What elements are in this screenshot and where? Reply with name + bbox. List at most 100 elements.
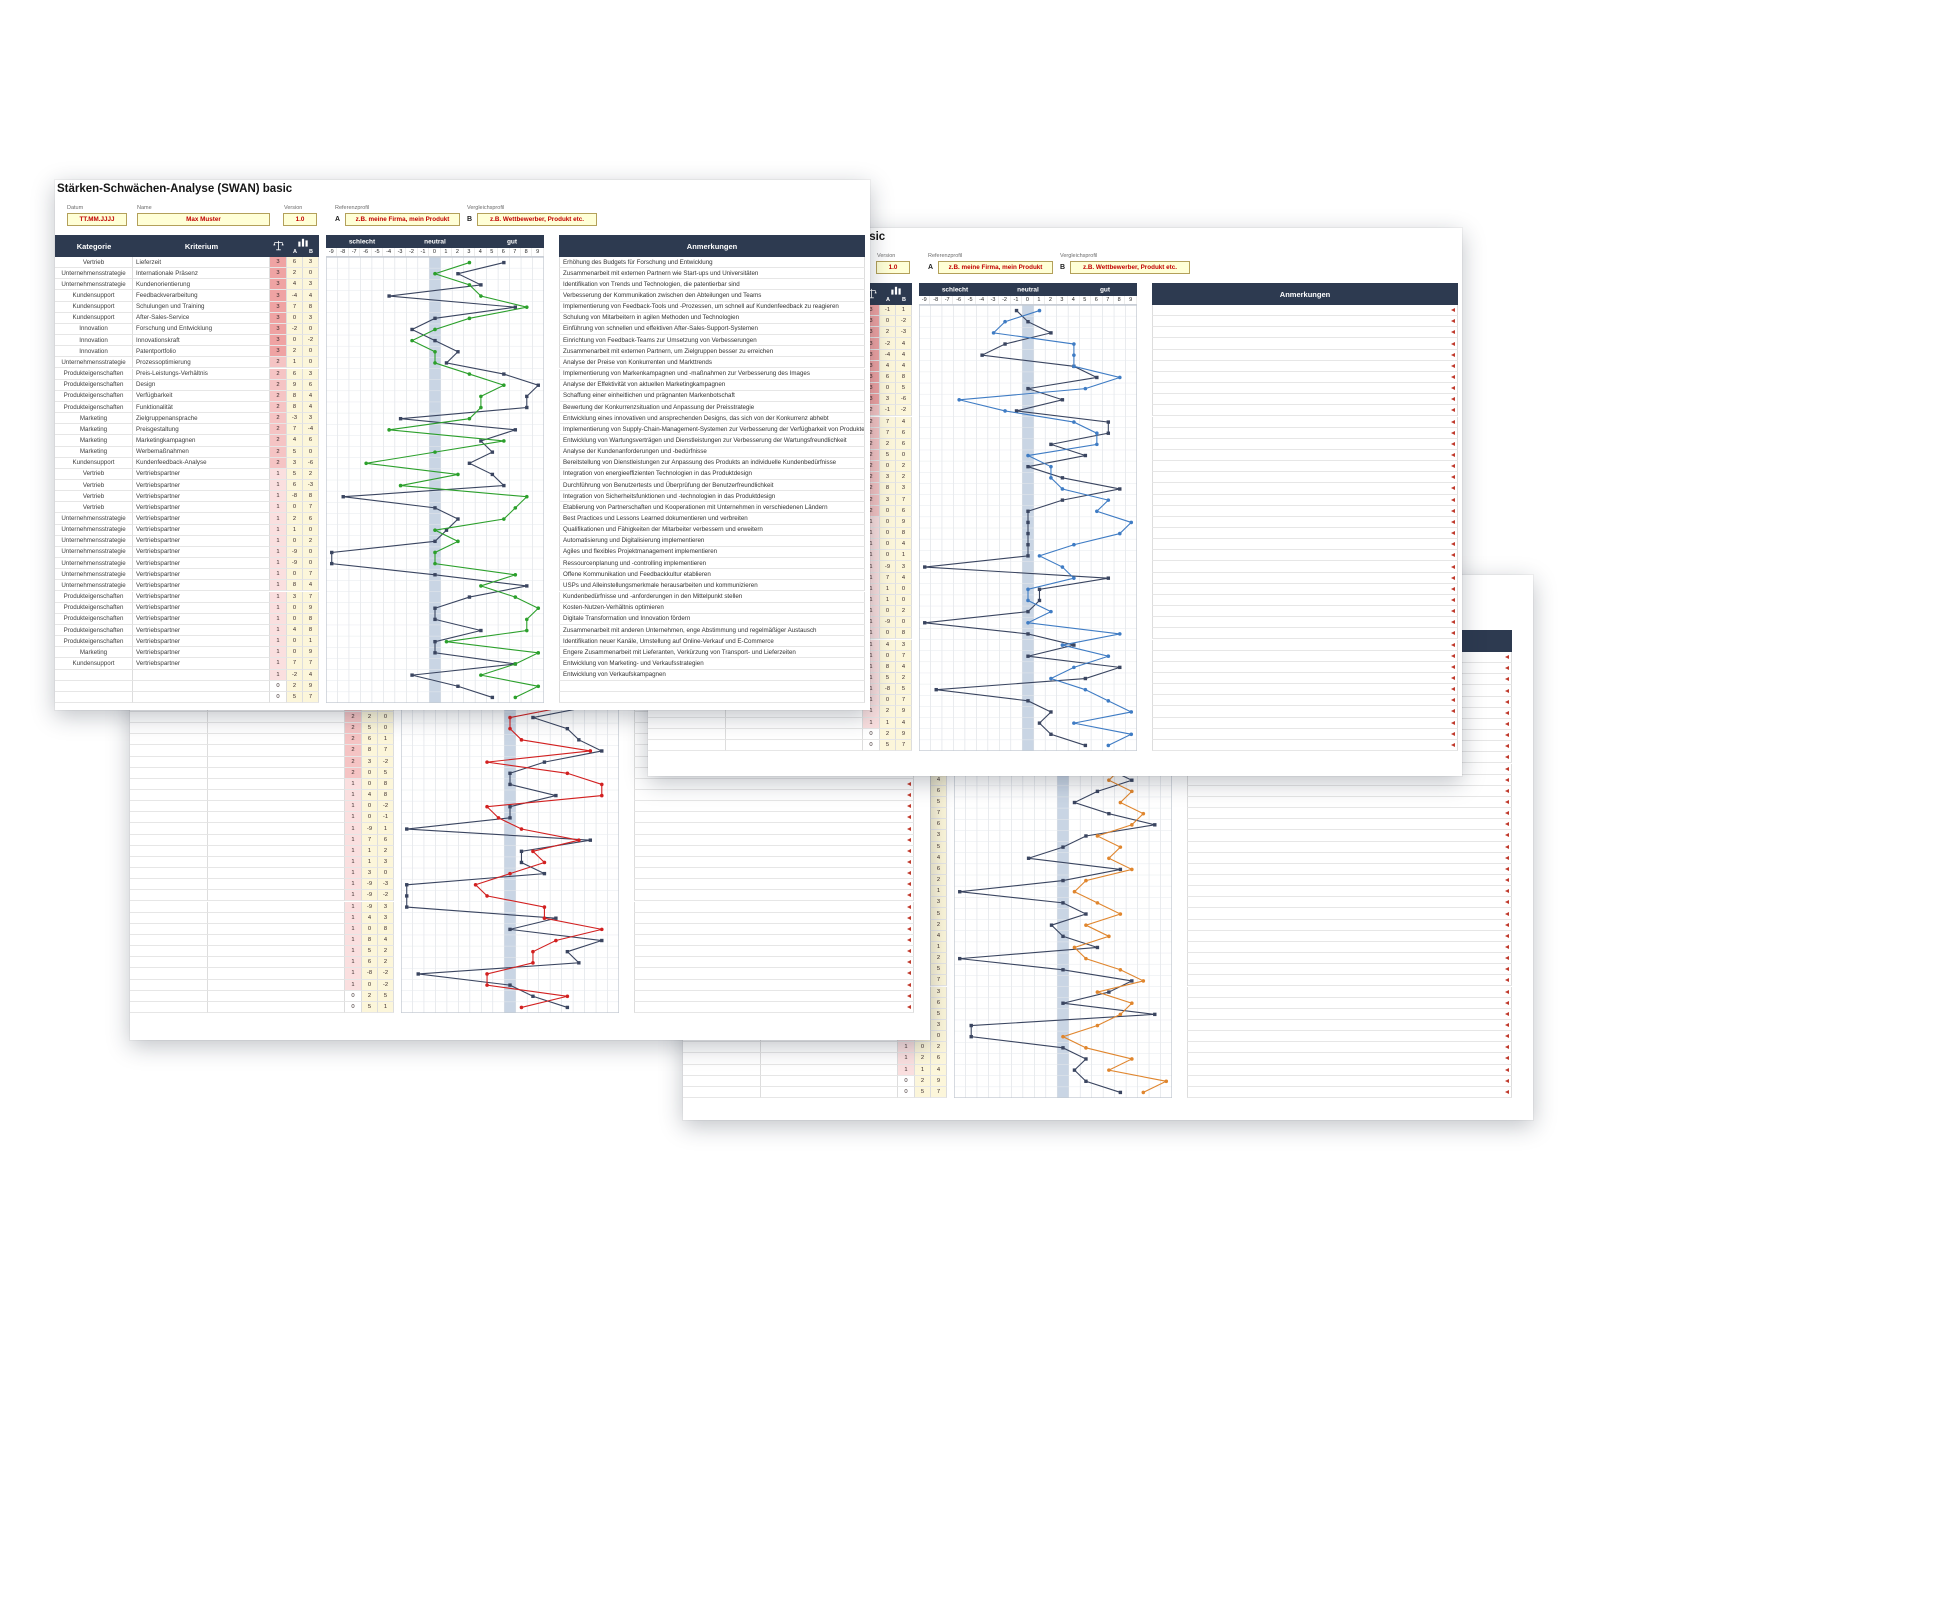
- kategorie-cell[interactable]: [648, 706, 726, 718]
- kategorie-cell[interactable]: Unternehmensstrategie: [55, 268, 133, 280]
- value-b-cell[interactable]: 2: [303, 468, 319, 480]
- kriterium-cell[interactable]: [761, 1075, 898, 1087]
- kategorie-cell[interactable]: Kundensupport: [55, 658, 133, 670]
- anmerkung-cell[interactable]: Implementierung von Feedback-Tools und -…: [559, 301, 865, 313]
- kriterium-cell[interactable]: [208, 946, 345, 958]
- value-b-cell[interactable]: 5: [896, 383, 912, 395]
- weight-cell[interactable]: 2: [270, 379, 287, 391]
- kategorie-cell[interactable]: [130, 734, 208, 746]
- anmerkung-cell[interactable]: [1152, 583, 1458, 595]
- weight-cell[interactable]: 1: [345, 778, 362, 790]
- weight-cell[interactable]: 0: [898, 1075, 915, 1087]
- kategorie-cell[interactable]: Kundensupport: [55, 290, 133, 302]
- value-a-cell[interactable]: 5: [362, 1001, 378, 1013]
- value-b-cell[interactable]: -4: [303, 424, 319, 436]
- value-b-cell[interactable]: 5: [931, 964, 947, 976]
- value-b-cell[interactable]: 8: [378, 790, 394, 802]
- kategorie-cell[interactable]: Vertrieb: [55, 480, 133, 492]
- anmerkung-cell[interactable]: [1152, 427, 1458, 439]
- weight-cell[interactable]: 1: [270, 591, 287, 603]
- anmerkung-cell[interactable]: [1152, 305, 1458, 317]
- value-b-cell[interactable]: 0: [303, 357, 319, 369]
- kriterium-cell[interactable]: [208, 778, 345, 790]
- kriterium-cell[interactable]: Vertriebspartner: [133, 546, 270, 559]
- value-b-cell[interactable]: 2: [896, 461, 912, 473]
- value-a-cell[interactable]: 2: [915, 1075, 931, 1087]
- anmerkung-cell[interactable]: [1187, 819, 1512, 831]
- value-b-cell[interactable]: 4: [896, 338, 912, 350]
- value-b-cell[interactable]: 4: [931, 774, 947, 786]
- kriterium-cell[interactable]: Vertriebspartner: [133, 524, 270, 536]
- weight-cell[interactable]: 1: [270, 513, 287, 525]
- kriterium-cell[interactable]: [208, 767, 345, 779]
- anmerkung-cell[interactable]: [1152, 349, 1458, 361]
- value-b-cell[interactable]: 3: [303, 279, 319, 291]
- anmerkung-cell[interactable]: [1187, 986, 1512, 998]
- anmerkung-cell[interactable]: [634, 868, 914, 880]
- weight-cell[interactable]: 3: [270, 257, 287, 269]
- kategorie-cell[interactable]: Kundensupport: [55, 312, 133, 324]
- anmerkung-cell[interactable]: [1187, 830, 1512, 842]
- value-a-cell[interactable]: -9: [287, 558, 303, 570]
- kategorie-cell[interactable]: [130, 834, 208, 846]
- anmerkung-cell[interactable]: [1152, 516, 1458, 528]
- anmerkung-cell[interactable]: Implementierung von Markenkampagnen und …: [559, 368, 865, 380]
- weight-cell[interactable]: 3: [270, 268, 287, 280]
- weight-cell[interactable]: 1: [345, 845, 362, 857]
- kriterium-cell[interactable]: Vertriebspartner: [133, 569, 270, 581]
- anmerkung-cell[interactable]: [1152, 639, 1458, 651]
- weight-cell[interactable]: 1: [270, 602, 287, 614]
- anmerkung-cell[interactable]: [634, 845, 914, 857]
- weight-cell[interactable]: 1: [270, 502, 287, 514]
- anmerkung-cell[interactable]: [1152, 550, 1458, 562]
- value-b-cell[interactable]: 8: [896, 528, 912, 540]
- value-b-cell[interactable]: 8: [896, 371, 912, 384]
- anmerkung-cell[interactable]: [1187, 785, 1512, 797]
- value-a-cell[interactable]: 0: [287, 335, 303, 347]
- weight-cell[interactable]: 3: [863, 349, 880, 361]
- kategorie-cell[interactable]: Unternehmensstrategie: [55, 524, 133, 536]
- weight-cell[interactable]: 2: [345, 767, 362, 779]
- value-b-cell[interactable]: 0: [303, 323, 319, 336]
- value-b-cell[interactable]: -6: [303, 457, 319, 469]
- kategorie-cell[interactable]: Marketing: [55, 446, 133, 458]
- kriterium-cell[interactable]: [208, 711, 345, 724]
- kriterium-cell[interactable]: Vertriebspartner: [133, 580, 270, 592]
- kategorie-cell[interactable]: [683, 1042, 761, 1054]
- weight-cell[interactable]: 1: [863, 583, 880, 595]
- anmerkung-cell[interactable]: [1152, 650, 1458, 662]
- kriterium-cell[interactable]: Internationale Präsenz: [133, 268, 270, 280]
- value-b-cell[interactable]: 2: [931, 919, 947, 931]
- kategorie-cell[interactable]: Produkteigenschaften: [55, 624, 133, 637]
- anmerkung-cell[interactable]: [559, 680, 865, 692]
- anmerkung-cell[interactable]: Identifikation neuer Kanäle, Umstellung …: [559, 636, 865, 648]
- value-b-cell[interactable]: 1: [378, 823, 394, 835]
- value-a-cell[interactable]: 7: [362, 834, 378, 846]
- value-a-cell[interactable]: 1: [915, 1064, 931, 1076]
- value-a-cell[interactable]: 6: [362, 734, 378, 746]
- value-b-cell[interactable]: 6: [931, 1053, 947, 1065]
- anmerkung-cell[interactable]: [1152, 505, 1458, 517]
- anmerkung-cell[interactable]: [634, 990, 914, 1002]
- kategorie-cell[interactable]: [130, 923, 208, 935]
- anmerkung-cell[interactable]: Entwicklung von Verkaufskampagnen: [559, 669, 865, 681]
- anmerkung-cell[interactable]: [1187, 964, 1512, 976]
- value-a-cell[interactable]: 6: [287, 480, 303, 492]
- value-a-cell[interactable]: 5: [880, 449, 896, 462]
- value-b-cell[interactable]: 8: [303, 613, 319, 625]
- weight-cell[interactable]: 2: [270, 424, 287, 436]
- value-b-cell[interactable]: 4: [303, 669, 319, 681]
- anmerkung-cell[interactable]: [1187, 908, 1512, 920]
- anmerkung-cell[interactable]: Engere Zusammenarbeit mit Lieferanten, V…: [559, 647, 865, 659]
- value-b-cell[interactable]: 3: [303, 257, 319, 269]
- anmerkung-cell[interactable]: Kundenbedürfnisse und -anforderungen in …: [559, 591, 865, 603]
- value-b-cell[interactable]: 1: [303, 636, 319, 648]
- value-a-cell[interactable]: 0: [880, 461, 896, 473]
- value-a-cell[interactable]: 0: [362, 812, 378, 824]
- kategorie-cell[interactable]: Innovation: [55, 346, 133, 358]
- anmerkung-cell[interactable]: [1187, 886, 1512, 898]
- anmerkung-cell[interactable]: [1152, 594, 1458, 607]
- kategorie-cell[interactable]: Vertrieb: [55, 257, 133, 269]
- value-a-cell[interactable]: 2: [287, 346, 303, 358]
- weight-cell[interactable]: 1: [345, 823, 362, 835]
